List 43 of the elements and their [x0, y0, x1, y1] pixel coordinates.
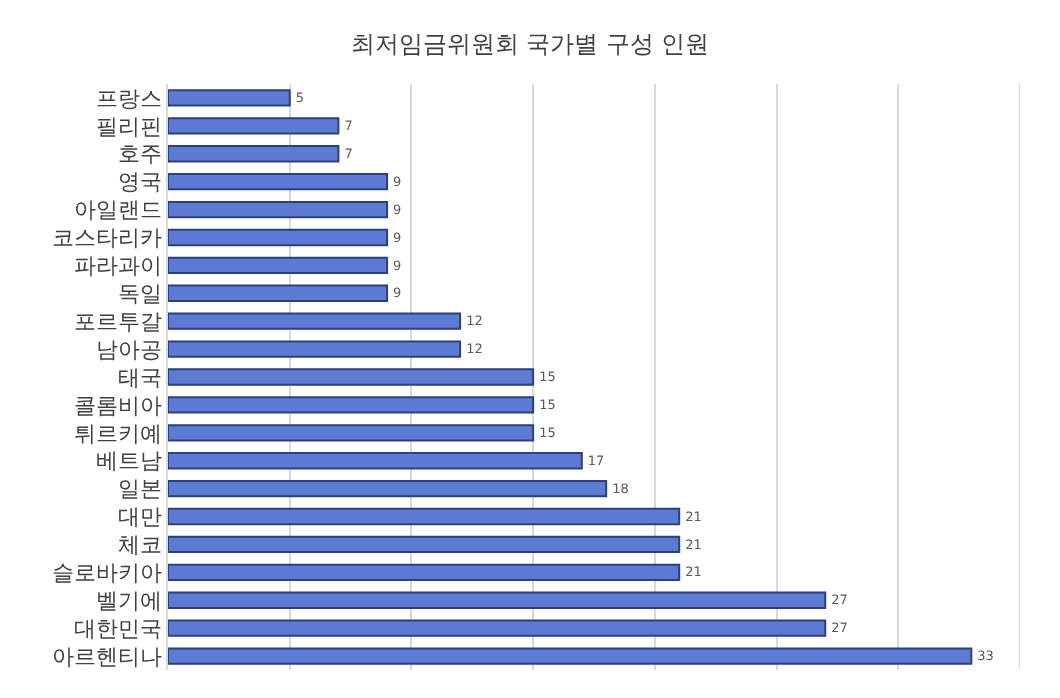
bar	[168, 173, 389, 191]
bar	[168, 312, 462, 330]
bar	[168, 452, 583, 470]
y-tick-label: 프랑스	[95, 85, 162, 112]
bar	[168, 619, 827, 637]
y-tick-label: 체코	[117, 532, 162, 559]
y-tick-label: 필리핀	[95, 113, 162, 140]
y-tick-label: 슬로바키아	[51, 560, 162, 587]
bar	[168, 256, 389, 275]
bar	[168, 479, 608, 498]
bar	[168, 89, 291, 107]
y-tick-label: 아일랜드	[73, 197, 162, 224]
y-tick-label: 튀르키예	[73, 420, 162, 447]
y-tick-label: 태국	[117, 364, 162, 391]
bar	[168, 284, 389, 302]
y-tick-label: 일본	[117, 476, 162, 503]
y-tick-label: 대만	[117, 504, 162, 531]
chart-title: 최저임금위원회 국가별 구성 인원	[350, 29, 710, 58]
y-tick-label: 남아공	[95, 336, 162, 363]
y-tick-label: 호주	[117, 141, 162, 168]
bar	[168, 424, 535, 442]
y-tick-label: 대한민국	[73, 615, 162, 642]
y-tick-label: 영국	[117, 169, 162, 196]
bar	[168, 200, 389, 219]
bar	[168, 368, 535, 386]
y-tick-label: 파라과이	[73, 253, 162, 280]
y-tick-label: 콜롬비아	[73, 392, 162, 419]
bar	[168, 145, 340, 163]
bar	[168, 563, 681, 581]
y-tick-label: 아르헨티나	[51, 643, 162, 670]
bar	[168, 396, 535, 414]
y-tick-label: 포르투갈	[73, 308, 162, 335]
y-tick-label: 벨기에	[95, 587, 162, 614]
y-tick-label: 코스타리카	[51, 225, 162, 252]
bar	[168, 535, 681, 554]
bar	[168, 117, 340, 135]
bar	[168, 507, 681, 526]
bar	[168, 647, 973, 665]
y-tick-label: 베트남	[95, 448, 162, 475]
y-tick-label: 독일	[117, 280, 162, 307]
bar	[168, 340, 462, 358]
bar	[168, 228, 389, 247]
bar	[168, 591, 827, 609]
